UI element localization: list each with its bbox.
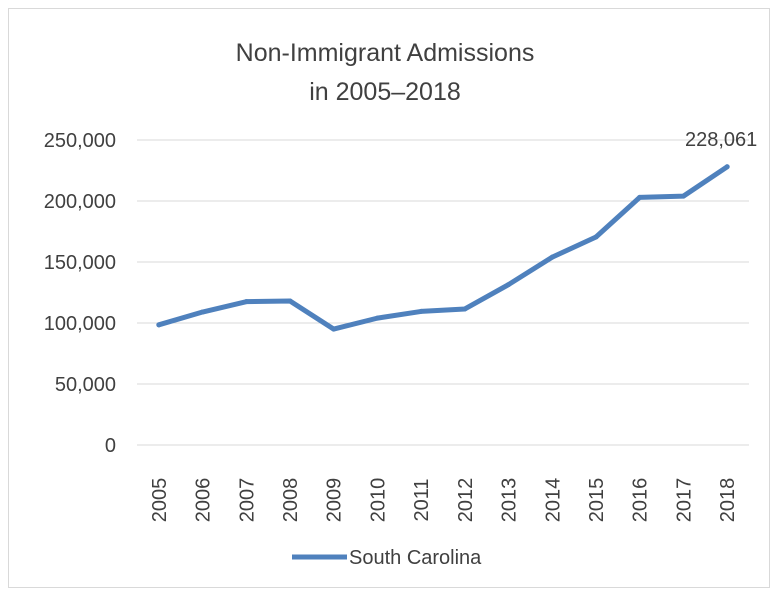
data-point bbox=[680, 193, 686, 199]
chart-title-line-2: in 2005–2018 bbox=[309, 78, 461, 106]
y-tick-label: 150,000 bbox=[44, 252, 116, 274]
x-tick-label: 2007 bbox=[236, 478, 258, 523]
data-labels: 228,061 bbox=[685, 129, 757, 151]
legend-label: South Carolina bbox=[349, 547, 482, 569]
y-tick-label: 250,000 bbox=[44, 130, 116, 152]
x-tick-label: 2010 bbox=[367, 478, 389, 523]
data-point bbox=[374, 315, 380, 321]
data-point bbox=[637, 194, 643, 200]
data-point bbox=[287, 298, 293, 304]
x-tick-label: 2015 bbox=[586, 478, 608, 523]
data-point bbox=[506, 282, 512, 288]
x-tick-label: 2006 bbox=[193, 478, 215, 523]
legend: South Carolina bbox=[292, 547, 482, 569]
data-point bbox=[462, 306, 468, 312]
series-line bbox=[156, 164, 730, 332]
x-tick-label: 2008 bbox=[280, 478, 302, 523]
y-tick-label: 200,000 bbox=[44, 191, 116, 213]
x-tick-label: 2013 bbox=[499, 478, 521, 523]
y-tick-label: 0 bbox=[105, 435, 116, 457]
series-lines bbox=[156, 164, 730, 332]
data-point bbox=[200, 309, 206, 315]
data-point bbox=[331, 326, 337, 332]
x-tick-label: 2016 bbox=[630, 478, 652, 523]
x-tick-label: 2012 bbox=[455, 478, 477, 522]
x-tick-label: 2014 bbox=[542, 478, 564, 523]
data-point bbox=[243, 299, 249, 305]
x-tick-label: 2018 bbox=[717, 478, 739, 523]
y-gridlines bbox=[137, 139, 749, 446]
chart-frame bbox=[8, 8, 770, 588]
chart-title-line-1: Non-Immigrant Admissions bbox=[236, 39, 535, 67]
data-point bbox=[593, 234, 599, 240]
x-tick-label: 2009 bbox=[324, 478, 346, 523]
y-tick-label: 50,000 bbox=[55, 374, 116, 396]
x-tick-label: 2011 bbox=[411, 478, 433, 521]
data-point bbox=[724, 164, 730, 170]
x-tick-label: 2005 bbox=[149, 478, 171, 523]
data-point bbox=[156, 322, 162, 328]
data-point bbox=[418, 308, 424, 314]
data-label: 228,061 bbox=[685, 129, 757, 151]
data-point bbox=[549, 254, 555, 260]
x-axis-tick-labels: 2005 2006 2007 2008 2009 2010 2011 2012 2013 2014… bbox=[149, 478, 739, 523]
y-tick-label: 100,000 bbox=[44, 313, 116, 335]
y-axis-tick-labels: 0 50,000 100,000 150,000 200,000 250,000 bbox=[44, 130, 116, 457]
x-tick-label: 2017 bbox=[673, 478, 695, 523]
